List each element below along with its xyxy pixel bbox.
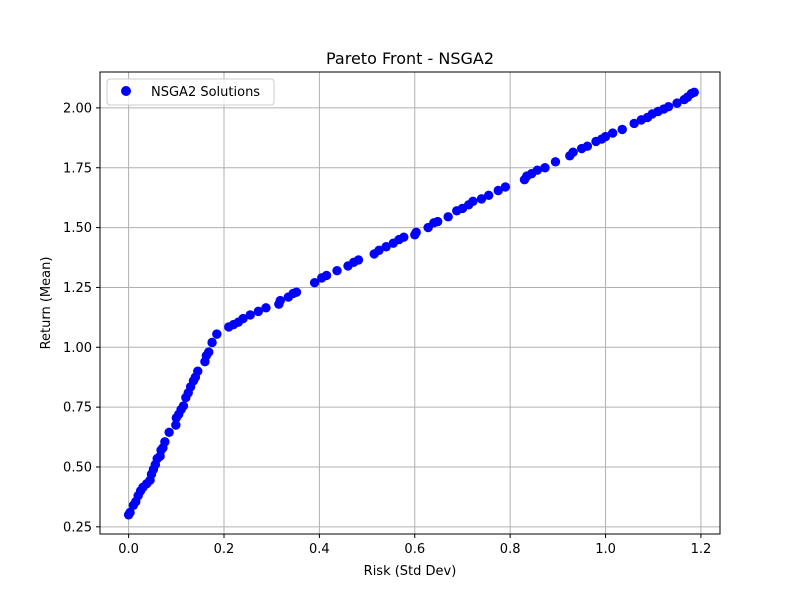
x-axis-label: Risk (Std Dev) — [364, 564, 457, 579]
data-point — [672, 98, 682, 108]
data-point — [411, 227, 421, 238]
y-tick-label: 1.00 — [63, 341, 92, 356]
y-tick-label: 1.75 — [63, 161, 92, 176]
chart-title: Pareto Front - NSGA2 — [326, 49, 494, 68]
legend: NSGA2 Solutions — [106, 78, 275, 106]
data-point — [550, 157, 561, 167]
data-point — [261, 303, 271, 313]
data-point — [332, 265, 342, 276]
data-point — [443, 212, 453, 222]
x-tick-label: 1.2 — [691, 542, 712, 557]
data-point — [500, 182, 511, 192]
x-tick-label: 0.6 — [404, 542, 425, 557]
data-point — [381, 242, 391, 252]
y-axis-ticks: 0.25 0.50 0.75 1.00 1.25 1.50 1.75 2.00 — [63, 101, 100, 535]
data-point — [171, 420, 181, 430]
data-point — [617, 124, 627, 135]
data-point — [275, 295, 285, 306]
data-point — [483, 190, 494, 200]
x-tick-label: 1.0 — [595, 542, 616, 557]
y-tick-label: 1.25 — [63, 281, 92, 296]
plot-area-frame — [99, 71, 721, 535]
legend-label: NSGA2 Solutions — [151, 85, 260, 100]
data-point — [160, 437, 170, 447]
x-tick-label: 0.4 — [309, 542, 330, 557]
data-point — [374, 245, 384, 256]
data-point — [493, 185, 503, 196]
y-tick-label: 1.50 — [63, 221, 92, 236]
data-points — [123, 87, 699, 520]
data-point — [432, 216, 443, 227]
data-point — [164, 427, 174, 437]
x-tick-label: 0.8 — [500, 542, 521, 557]
legend-box — [106, 78, 275, 106]
data-point — [607, 128, 618, 138]
data-point — [125, 507, 135, 518]
data-point — [207, 337, 217, 348]
y-tick-label: 0.50 — [63, 460, 92, 475]
grid — [100, 72, 720, 534]
legend-marker — [121, 86, 131, 96]
x-axis-ticks: 0.0 0.2 0.4 0.6 0.8 1.0 1.2 — [118, 534, 711, 557]
y-tick-label: 2.00 — [63, 101, 92, 116]
y-tick-label: 0.25 — [63, 520, 92, 535]
x-tick-label: 0.2 — [214, 542, 235, 557]
data-point — [204, 347, 214, 357]
data-point — [629, 118, 639, 129]
data-point — [193, 366, 203, 376]
data-point — [568, 147, 578, 157]
data-point — [532, 165, 543, 175]
data-point — [309, 277, 320, 288]
data-point — [582, 141, 593, 151]
data-point — [321, 270, 332, 281]
data-point — [689, 87, 699, 98]
data-point — [476, 194, 487, 204]
data-point — [353, 255, 364, 265]
data-point — [178, 401, 189, 411]
data-point — [238, 313, 248, 324]
data-point — [245, 310, 255, 320]
data-point — [663, 102, 674, 112]
y-tick-label: 0.75 — [63, 401, 92, 416]
x-tick-label: 0.0 — [118, 542, 139, 557]
data-point — [600, 131, 611, 142]
data-point — [399, 232, 409, 242]
y-axis-label: Return (Mean) — [39, 257, 54, 350]
data-point — [291, 287, 302, 297]
data-point — [253, 306, 264, 317]
data-point — [468, 196, 478, 206]
data-point — [212, 329, 222, 339]
data-point — [540, 163, 550, 173]
